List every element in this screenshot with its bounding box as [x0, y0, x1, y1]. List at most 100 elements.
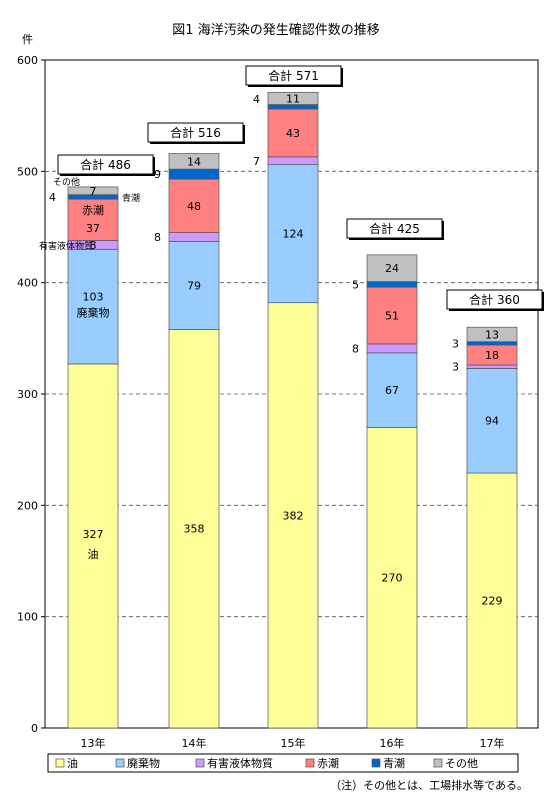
- total-box: [147, 122, 244, 143]
- data-label: 3: [452, 337, 459, 350]
- legend-label: 青潮: [383, 756, 405, 770]
- y-tick-label: 100: [17, 611, 38, 624]
- data-label: 8: [352, 342, 359, 355]
- x-tick-label: 15年: [281, 736, 306, 750]
- total-label: 合計 571: [268, 68, 319, 83]
- legend-swatch: [195, 758, 205, 768]
- data-label: 79: [187, 279, 201, 292]
- data-label: 3: [452, 361, 459, 374]
- bar-segment: [466, 472, 518, 729]
- series-name-hazardous: 有害液体物質: [39, 240, 93, 252]
- series-name-bluetide: 青潮: [122, 192, 140, 204]
- total-label: 合計 516: [170, 125, 221, 140]
- y-axis-unit: 件: [22, 33, 33, 46]
- bar-segment: [168, 178, 220, 233]
- bar-segment: [366, 286, 418, 345]
- data-label: 13: [485, 328, 499, 341]
- bar-segment: [168, 241, 220, 330]
- data-label: 94: [485, 415, 499, 428]
- data-label: 9: [154, 168, 161, 181]
- bar-segment: [168, 168, 220, 180]
- y-tick-label: 300: [17, 388, 38, 401]
- bar-segment: [267, 91, 319, 105]
- legend-label: 赤潮: [317, 756, 339, 770]
- footnote: （注）その他とは、工場排水等である。: [330, 778, 528, 792]
- data-label: 8: [90, 239, 97, 252]
- total-box: [346, 218, 443, 239]
- data-label: 5: [352, 278, 359, 291]
- data-label: 327: [83, 528, 104, 541]
- bar-segment: [366, 254, 418, 282]
- data-label: 24: [385, 262, 399, 275]
- y-tick-label: 400: [17, 277, 38, 290]
- data-label: 14: [187, 155, 201, 168]
- data-label: 4: [253, 93, 260, 106]
- bar-segment: [168, 232, 220, 242]
- total-box: [245, 65, 342, 86]
- bar-segment: [466, 326, 518, 343]
- bar-segment: [366, 343, 418, 354]
- bar-segment: [168, 153, 220, 170]
- legend-label: 廃棄物: [127, 756, 160, 770]
- data-label: 67: [385, 384, 399, 397]
- data-label: 7: [253, 155, 260, 168]
- legend-label: 有害液体物質: [207, 756, 273, 770]
- y-tick-label: 600: [17, 54, 38, 67]
- bar-segment: [67, 198, 119, 241]
- data-label: 11: [286, 92, 300, 105]
- total-label: 合計 425: [369, 221, 420, 236]
- bar-segment: [366, 427, 418, 729]
- bar-segment: [267, 164, 319, 304]
- legend-swatch: [115, 758, 125, 768]
- series-name-redtide: 赤潮: [82, 203, 104, 217]
- data-label: 382: [283, 509, 304, 522]
- y-tick-label: 200: [17, 499, 38, 512]
- data-label: 4: [49, 191, 56, 204]
- total-label: 合計 360: [469, 292, 520, 307]
- data-label: 358: [184, 523, 205, 536]
- bar-segment: [466, 341, 518, 346]
- data-label: 43: [286, 127, 300, 140]
- total-label: 合計 486: [80, 157, 131, 172]
- legend-swatch: [305, 758, 315, 768]
- total-box: [57, 154, 154, 175]
- legend-label: その他: [445, 757, 478, 770]
- x-tick-label: 13年: [81, 736, 106, 750]
- bar-segment: [267, 156, 319, 166]
- total-box: [446, 289, 543, 310]
- bar-segment: [67, 248, 119, 365]
- bar-segment: [366, 352, 418, 428]
- x-tick-label: 17年: [480, 736, 505, 750]
- bar-segment: [67, 186, 119, 196]
- bar-segment: [267, 108, 319, 158]
- legend-swatch: [371, 758, 381, 768]
- data-label: 103: [83, 291, 104, 304]
- legend: 油 廃棄物 有害液体物質 赤潮 青潮 その他: [47, 753, 519, 773]
- y-tick-label: 0: [31, 722, 38, 735]
- x-tick-label: 16年: [380, 736, 405, 750]
- legend-box: [47, 753, 519, 773]
- series-name-oil: 油: [88, 547, 99, 561]
- legend-swatch: [55, 758, 65, 768]
- legend-label: 油: [67, 756, 78, 770]
- bar-segment: [168, 329, 220, 729]
- y-tick-label: 500: [17, 165, 38, 178]
- bar-segment: [267, 302, 319, 729]
- legend-swatch: [433, 758, 443, 768]
- data-label: 37: [86, 222, 100, 235]
- bar-segment: [366, 281, 418, 288]
- x-tick-label: 14年: [182, 736, 207, 750]
- data-label: 51: [385, 310, 399, 323]
- data-label: 124: [283, 228, 304, 241]
- series-name-other: その他: [53, 176, 80, 188]
- chart-title: 図1 海洋汚染の発生確認件数の推移: [172, 22, 379, 38]
- bar-segment: [466, 368, 518, 474]
- bar-segment: [67, 363, 119, 729]
- data-label: 18: [485, 349, 499, 362]
- data-label: 8: [154, 231, 161, 244]
- data-label: 7: [90, 185, 97, 198]
- bar-segment: [466, 364, 518, 369]
- data-label: 270: [382, 572, 403, 585]
- data-label: 48: [187, 200, 201, 213]
